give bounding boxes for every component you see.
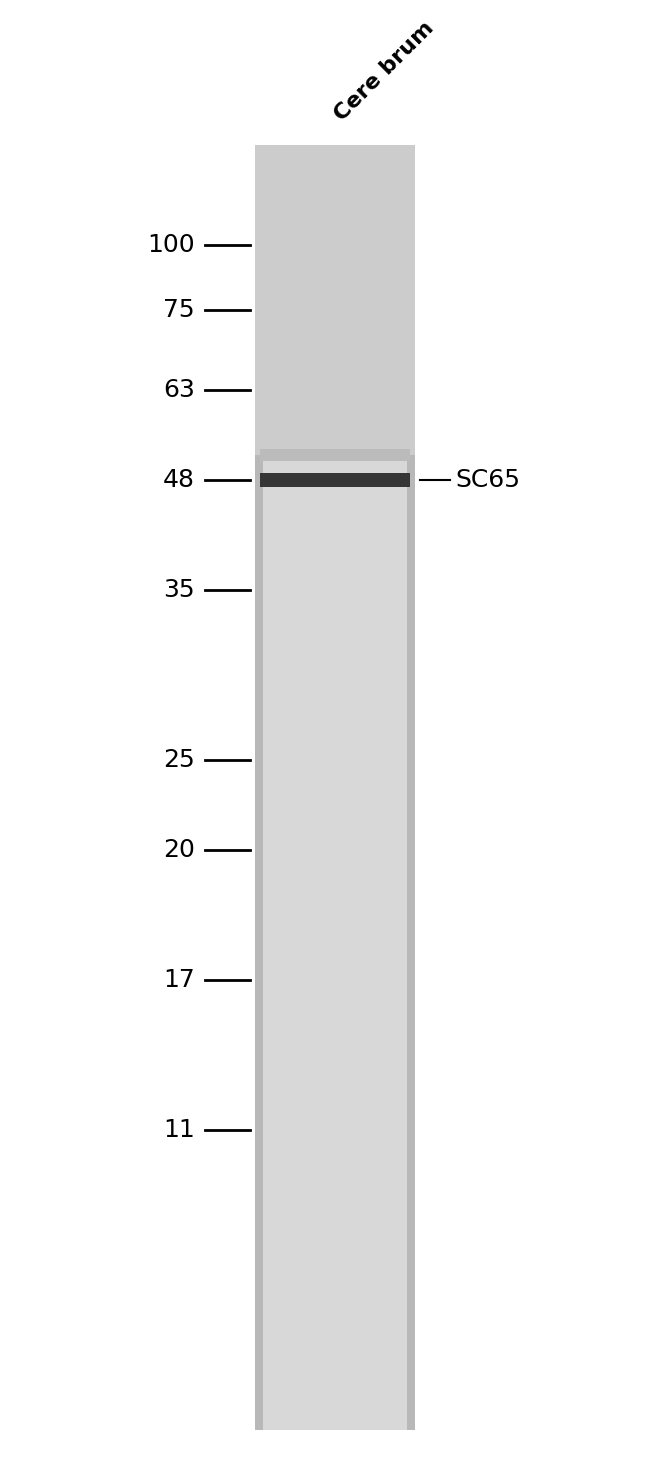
Bar: [260, 448, 410, 461]
Text: 35: 35: [163, 579, 195, 602]
Bar: [255, 145, 263, 1430]
Text: 17: 17: [163, 968, 195, 992]
Text: 25: 25: [163, 749, 195, 772]
Bar: [260, 473, 410, 486]
Text: SC65: SC65: [455, 467, 520, 492]
Text: 63: 63: [163, 378, 195, 401]
Bar: [255, 145, 415, 1430]
Text: Cere brum: Cere brum: [331, 18, 438, 125]
Text: 75: 75: [163, 297, 195, 322]
Bar: [407, 145, 415, 1430]
Bar: [255, 145, 415, 456]
Text: 11: 11: [163, 1118, 195, 1143]
Text: 20: 20: [163, 838, 195, 861]
Text: 100: 100: [148, 233, 195, 256]
Text: 48: 48: [163, 467, 195, 492]
